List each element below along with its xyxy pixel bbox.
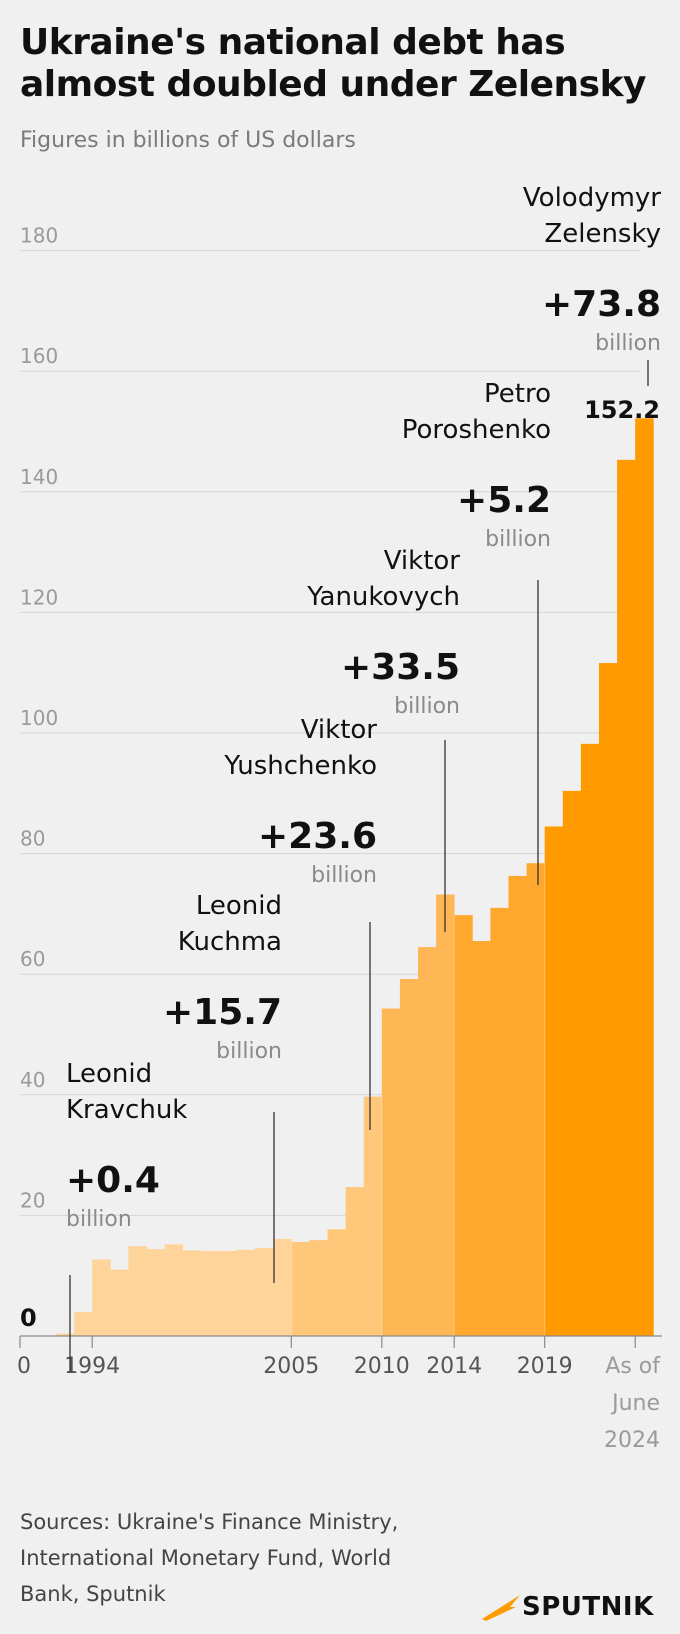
annotations: 0 152.2 Leonid Kravchuk +0.4 billion Leonid Kuc… xyxy=(20,183,661,1372)
x-tick-label: 0 xyxy=(17,1354,31,1379)
debt-increase: +23.6 xyxy=(258,816,377,857)
bar xyxy=(454,915,473,1336)
x-tick-label: 2019 xyxy=(517,1354,573,1379)
logo-wordmark: SPUTNIK xyxy=(522,1592,654,1622)
bar xyxy=(526,863,546,1336)
value-label-zero: 0 xyxy=(20,1304,37,1332)
sputnik-logo-icon xyxy=(482,1595,520,1621)
bar xyxy=(273,1238,292,1336)
president-name: Kuchma xyxy=(178,927,282,957)
bar xyxy=(617,459,636,1336)
x-axis: 0 1994 2005 2010 2014 2019 As of June 2024 xyxy=(17,1335,662,1453)
y-tick-label: 40 xyxy=(20,1068,45,1092)
bar xyxy=(110,1269,129,1336)
bar xyxy=(363,1096,383,1336)
bar xyxy=(200,1250,220,1336)
bar xyxy=(182,1250,202,1336)
x-tick-label: As of June 2024 xyxy=(604,1354,661,1453)
president-name: Leonid xyxy=(196,891,282,921)
y-tick-label: 120 xyxy=(20,585,58,609)
bar xyxy=(562,790,582,1336)
bar xyxy=(381,1008,401,1336)
annotation-zelensky: Volodymyr Zelensky +73.8 billion xyxy=(523,183,661,386)
bar xyxy=(490,907,509,1336)
bar xyxy=(399,979,419,1336)
president-name: Viktor xyxy=(301,715,378,745)
y-tick-label: 80 xyxy=(20,827,45,851)
bar xyxy=(164,1244,184,1336)
annotation-poroshenko: Petro Poroshenko +5.2 billion xyxy=(402,379,551,885)
unit-label: billion xyxy=(216,1039,282,1064)
chart-subtitle: Figures in billions of US dollars xyxy=(20,128,356,153)
bar xyxy=(635,418,654,1336)
bar-chart: 20 40 60 80 100 120 140 160 180 0 1994 2005 2010 201… xyxy=(17,183,662,1453)
bar xyxy=(436,894,455,1336)
debt-increase: +73.8 xyxy=(542,284,661,325)
bar xyxy=(418,947,437,1336)
bar xyxy=(92,1259,111,1336)
president-name: Yushchenko xyxy=(223,751,377,781)
president-name: Leonid xyxy=(66,1059,152,1089)
bar xyxy=(255,1247,274,1336)
y-tick-label: 140 xyxy=(20,465,58,489)
annotation-kuchma: Leonid Kuchma +15.7 billion xyxy=(163,891,282,1283)
bar xyxy=(580,743,600,1336)
president-name: Volodymyr xyxy=(523,183,661,213)
president-name: Petro xyxy=(484,379,551,409)
president-name: Poroshenko xyxy=(402,415,551,445)
y-tick-label: 20 xyxy=(20,1188,45,1212)
unit-label: billion xyxy=(311,863,377,888)
sputnik-logo: SPUTNIK xyxy=(482,1592,654,1622)
unit-label: billion xyxy=(595,331,661,356)
unit-label: billion xyxy=(485,527,551,552)
bar xyxy=(291,1241,310,1336)
debt-increase: +5.2 xyxy=(457,480,551,521)
debt-increase: +15.7 xyxy=(163,992,282,1033)
y-tick-label: 160 xyxy=(20,344,58,368)
debt-increase: +0.4 xyxy=(66,1160,160,1201)
y-tick-label: 180 xyxy=(20,224,58,248)
bar xyxy=(128,1246,147,1336)
debt-increase: +33.5 xyxy=(341,647,460,688)
annotation-yushchenko: Viktor Yushchenko +23.6 billion xyxy=(223,715,377,1130)
bar xyxy=(327,1229,346,1336)
annotation-yanukovych: Viktor Yanukovych +33.5 billion xyxy=(306,546,460,932)
bar xyxy=(309,1240,328,1336)
bar xyxy=(218,1250,238,1336)
bar xyxy=(74,1311,93,1336)
unit-label: billion xyxy=(66,1207,132,1232)
bar xyxy=(599,663,618,1336)
president-name: Zelensky xyxy=(544,219,661,249)
x-tick-label: 2005 xyxy=(263,1354,319,1379)
bar xyxy=(146,1249,165,1336)
bar xyxy=(472,941,491,1336)
bar xyxy=(508,875,527,1336)
bar xyxy=(56,1333,75,1336)
bars xyxy=(56,418,654,1336)
bar xyxy=(345,1187,365,1336)
x-tick-label: 2014 xyxy=(426,1354,482,1379)
bar xyxy=(544,826,564,1336)
y-tick-label: 60 xyxy=(20,947,45,971)
president-name: Yanukovych xyxy=(306,582,460,612)
x-tick-label: 1994 xyxy=(64,1354,120,1379)
president-name: Kravchuk xyxy=(66,1095,187,1125)
annotation-kravchuk: Leonid Kravchuk +0.4 billion xyxy=(66,1059,187,1372)
bar xyxy=(237,1249,256,1336)
y-tick-label: 100 xyxy=(20,706,58,730)
sources-note: Sources: Ukraine's Finance Ministry, Int… xyxy=(20,1510,399,1606)
value-label-latest: 152.2 xyxy=(584,396,660,424)
chart-title: Ukraine's national debt has almost doubl… xyxy=(20,22,646,105)
president-name: Viktor xyxy=(384,546,461,576)
x-tick-label: 2010 xyxy=(354,1354,410,1379)
unit-label: billion xyxy=(394,694,460,719)
